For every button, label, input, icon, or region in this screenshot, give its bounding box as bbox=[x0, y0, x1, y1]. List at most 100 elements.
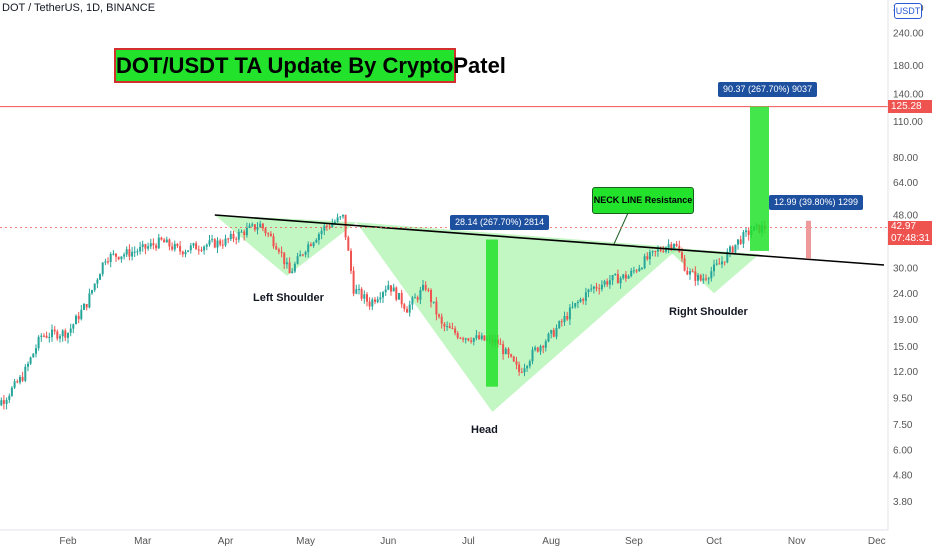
candle-body bbox=[502, 344, 505, 355]
pattern-zone-2 bbox=[666, 247, 760, 294]
candle-body bbox=[328, 226, 331, 228]
candle-body bbox=[43, 335, 45, 337]
candle-body bbox=[504, 348, 507, 355]
candle-body bbox=[120, 256, 123, 260]
candle-body bbox=[344, 214, 347, 238]
y-tick-label: 240.00 bbox=[893, 29, 924, 40]
candle-body bbox=[662, 250, 665, 252]
candle-body bbox=[360, 288, 363, 299]
candle-body bbox=[8, 395, 11, 400]
candle-body bbox=[713, 264, 715, 272]
candle-body bbox=[280, 251, 283, 253]
candle-body bbox=[568, 307, 571, 320]
candle-body bbox=[99, 274, 101, 280]
candle-body bbox=[387, 285, 390, 290]
candle-body bbox=[478, 335, 481, 340]
candle-body bbox=[96, 279, 99, 284]
candle-body bbox=[243, 231, 246, 236]
candle-body bbox=[659, 249, 662, 251]
candle-body bbox=[224, 238, 227, 246]
pattern-zone-1 bbox=[356, 222, 680, 412]
candle-body bbox=[512, 356, 515, 362]
candle-body bbox=[16, 381, 19, 383]
candle-body bbox=[109, 254, 112, 262]
candle-body bbox=[160, 237, 163, 240]
candle-body bbox=[550, 330, 553, 334]
candle-body bbox=[19, 376, 21, 383]
candle-body bbox=[53, 329, 56, 332]
candle-body bbox=[622, 274, 625, 278]
y-tick-label: 110.00 bbox=[893, 117, 923, 128]
candle-body bbox=[643, 256, 646, 269]
candle-body bbox=[304, 252, 307, 255]
candle-body bbox=[403, 304, 406, 309]
candle-body bbox=[590, 288, 593, 290]
candle-body bbox=[721, 261, 723, 265]
y-tick-label: 15.00 bbox=[893, 342, 918, 353]
candle-body bbox=[705, 278, 707, 280]
candle-body bbox=[747, 230, 750, 235]
measure-label-right: 12.99 (39.80%) 1299 bbox=[769, 195, 864, 210]
candle-body bbox=[285, 262, 288, 265]
candle-body bbox=[315, 240, 318, 243]
candle-body bbox=[718, 263, 721, 265]
candle-body bbox=[189, 245, 192, 251]
candle-body bbox=[472, 338, 475, 342]
y-tick-label: 6.00 bbox=[893, 445, 913, 456]
candle-body bbox=[21, 376, 24, 381]
candle-body bbox=[462, 338, 465, 340]
candle-body bbox=[35, 348, 37, 354]
candle-body bbox=[435, 301, 438, 315]
candle-body bbox=[443, 323, 446, 327]
candle-body bbox=[301, 254, 304, 256]
x-tick-label: Oct bbox=[706, 536, 722, 547]
x-tick-label: Jul bbox=[462, 536, 475, 547]
candle-body bbox=[75, 315, 77, 325]
y-tick-label: 64.00 bbox=[893, 178, 918, 189]
candle-body bbox=[187, 250, 190, 252]
candle-body bbox=[2, 400, 5, 404]
candle-body bbox=[595, 286, 598, 289]
currency-badge[interactable]: USDT bbox=[894, 3, 922, 19]
candle-body bbox=[283, 252, 286, 265]
candle-body bbox=[379, 297, 382, 300]
y-tick-label: 48.00 bbox=[893, 211, 918, 222]
candle-body bbox=[630, 270, 633, 276]
candle-body bbox=[155, 245, 158, 249]
candle-body bbox=[27, 363, 29, 367]
candle-body bbox=[632, 270, 635, 272]
candle-body bbox=[606, 281, 609, 285]
candle-body bbox=[37, 336, 40, 349]
candle-body bbox=[275, 246, 278, 250]
head-label: Head bbox=[471, 424, 498, 436]
candle-body bbox=[235, 238, 238, 240]
candle-body bbox=[251, 224, 254, 226]
candle-body bbox=[10, 387, 13, 396]
candle-body bbox=[579, 299, 582, 302]
candle-body bbox=[600, 284, 603, 290]
y-tick-label: 3.80 bbox=[893, 497, 913, 508]
candle-body bbox=[291, 271, 294, 274]
neckline bbox=[214, 214, 885, 266]
candle-body bbox=[683, 258, 686, 271]
candle-body bbox=[317, 234, 320, 241]
candle-body bbox=[219, 240, 222, 245]
candle-body bbox=[584, 292, 587, 301]
candle-body bbox=[611, 275, 614, 281]
candle-body bbox=[72, 324, 75, 329]
candle-body bbox=[195, 243, 198, 250]
candle-body bbox=[691, 271, 694, 273]
candle-body bbox=[656, 249, 659, 252]
bar-countdown: 07:48:31 bbox=[891, 233, 930, 244]
candle-body bbox=[147, 246, 150, 249]
candle-body bbox=[560, 321, 563, 323]
candle-body bbox=[571, 306, 574, 308]
candle-body bbox=[483, 335, 486, 341]
y-tick-label: 9.50 bbox=[893, 394, 913, 405]
candle-body bbox=[539, 346, 542, 352]
candle-body bbox=[520, 371, 523, 373]
candle-body bbox=[125, 249, 128, 255]
candle-body bbox=[382, 292, 384, 298]
candle-body bbox=[0, 400, 3, 406]
